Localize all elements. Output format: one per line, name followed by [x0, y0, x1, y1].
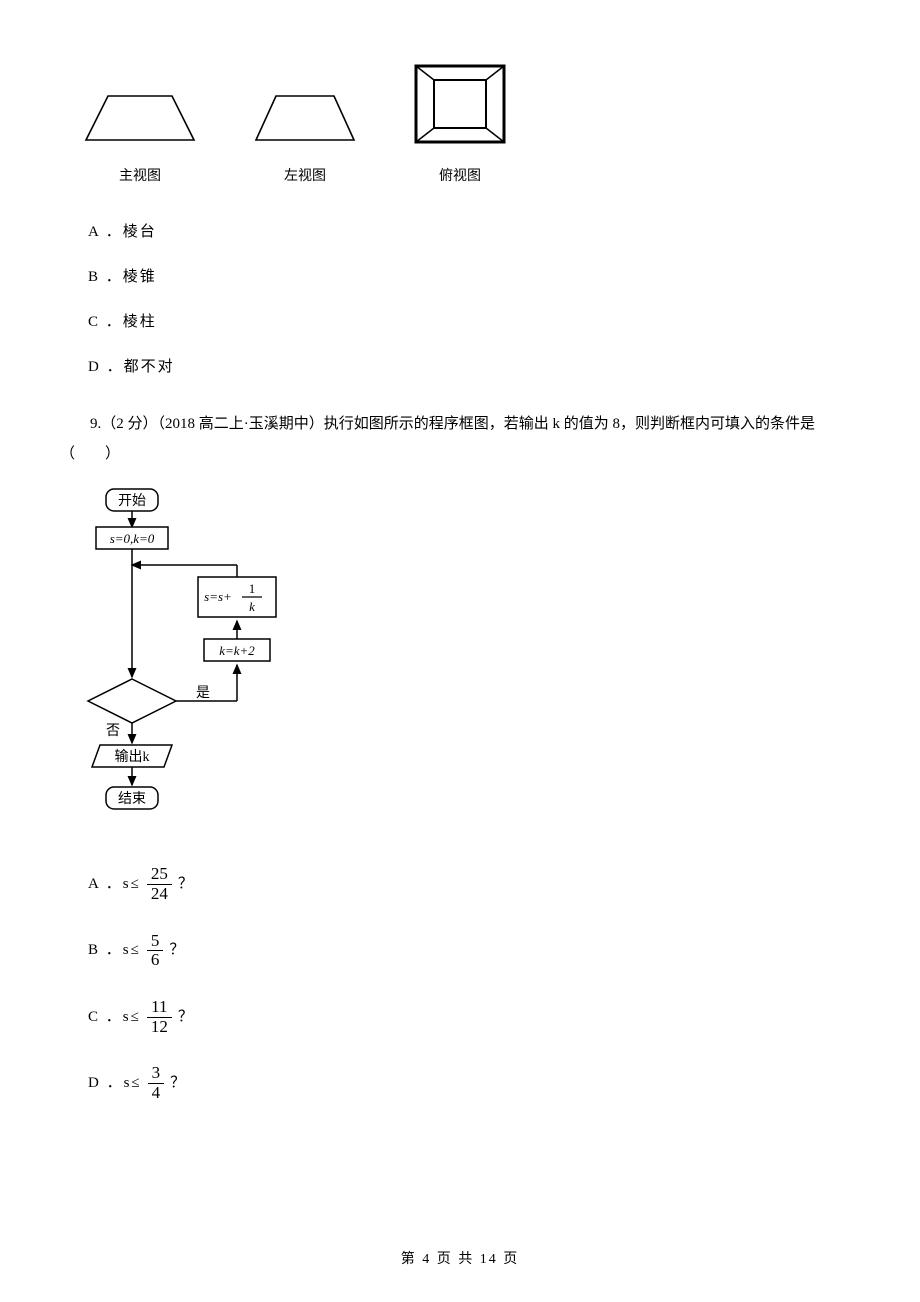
- side-view-label: 左视图: [250, 164, 360, 189]
- q9-flowchart: 开始 s=0,k=0 s=s+ 1 k k=k+2 是 否 输出k: [80, 487, 860, 837]
- q9-d-den: 4: [148, 1084, 165, 1103]
- q9-c-suffix: ？: [178, 1004, 193, 1031]
- front-view: 主视图: [80, 90, 200, 189]
- node-output-text: 输出k: [115, 749, 150, 765]
- q8-option-c: C ．棱柱: [88, 309, 860, 336]
- q9-d-suffix: ？: [170, 1070, 185, 1097]
- node-inc-text: k=k+2: [219, 643, 255, 658]
- q9-c-num: 11: [147, 998, 171, 1018]
- q9-b-prefix: B ．s≤: [88, 937, 141, 964]
- q8-option-a: A ．棱台: [88, 219, 860, 246]
- node-assign-den: k: [249, 599, 255, 614]
- side-view-svg: [250, 90, 360, 150]
- q9-option-b: B ．s≤ 5 6 ？: [88, 932, 860, 970]
- front-view-svg: [80, 90, 200, 150]
- node-assign-num: 1: [249, 581, 256, 596]
- q9-a-num: 25: [147, 865, 172, 885]
- top-view: 俯视图: [410, 60, 510, 189]
- q8-options: A ．棱台 B ．棱锥 C ．棱柱 D ．都不对: [88, 219, 860, 381]
- q9-a-prefix: A ．s≤: [88, 871, 141, 898]
- side-view: 左视图: [250, 90, 360, 189]
- node-init-text: s=0,k=0: [110, 531, 155, 546]
- q9-d-prefix: D ．s≤: [88, 1070, 142, 1097]
- q9-b-suffix: ？: [169, 937, 184, 964]
- q9-options: A ．s≤ 25 24 ？ B ．s≤ 5 6 ？ C ．s≤ 11 12 ？ …: [60, 865, 860, 1103]
- page-footer: 第 4 页 共 14 页: [0, 1247, 920, 1272]
- q9-c-prefix: C ．s≤: [88, 1004, 141, 1031]
- q8-option-d: D ．都不对: [88, 354, 860, 381]
- q9-a-suffix: ？: [178, 871, 193, 898]
- top-view-svg: [410, 60, 510, 150]
- q9-c-fraction: 11 12: [147, 998, 172, 1036]
- q9-a-den: 24: [147, 885, 172, 904]
- q9-b-den: 6: [147, 951, 164, 970]
- q9-a-fraction: 25 24: [147, 865, 172, 903]
- q9-text: 9.（2 分）（2018 高二上·玉溪期中）执行如图所示的程序框图，若输出 k …: [60, 409, 860, 469]
- top-view-label: 俯视图: [410, 164, 510, 189]
- node-assign-prefix: s=s+: [204, 589, 232, 604]
- q9-option-a: A ．s≤ 25 24 ？: [88, 865, 860, 903]
- flowchart-svg: 开始 s=0,k=0 s=s+ 1 k k=k+2 是 否 输出k: [80, 487, 300, 827]
- q9-option-c: C ．s≤ 11 12 ？: [88, 998, 860, 1036]
- q9-c-den: 12: [147, 1018, 172, 1037]
- q8-option-b: B ．棱锥: [88, 264, 860, 291]
- decision-no-label: 否: [106, 724, 120, 739]
- q9-b-fraction: 5 6: [147, 932, 164, 970]
- q9-d-num: 3: [148, 1064, 165, 1084]
- q9-b-num: 5: [147, 932, 164, 952]
- front-view-label: 主视图: [80, 164, 200, 189]
- node-end-text: 结束: [118, 791, 146, 807]
- three-views-row: 主视图 左视图 俯视图: [80, 60, 860, 189]
- node-start-text: 开始: [118, 493, 146, 509]
- decision-yes-label: 是: [196, 686, 210, 701]
- q9-d-fraction: 3 4: [148, 1064, 165, 1102]
- q9-option-d: D ．s≤ 3 4 ？: [88, 1064, 860, 1102]
